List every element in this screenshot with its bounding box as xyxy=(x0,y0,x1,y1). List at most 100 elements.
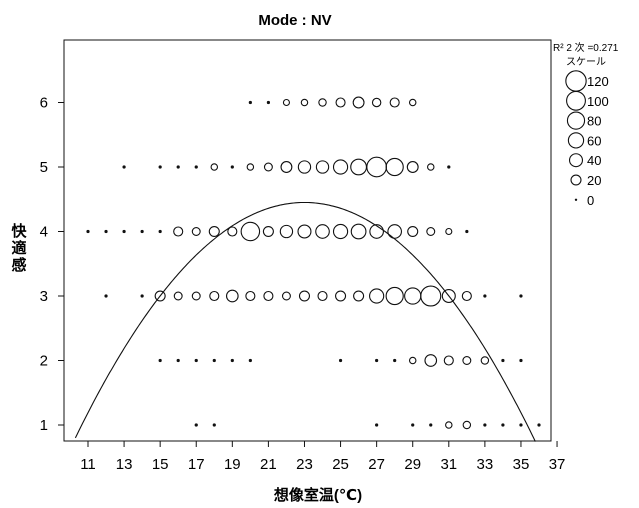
data-point xyxy=(445,227,453,236)
data-point xyxy=(230,358,234,363)
data-point xyxy=(519,423,523,427)
data-point xyxy=(426,227,436,236)
data-point xyxy=(537,423,541,427)
data-point xyxy=(369,224,384,239)
data-point xyxy=(420,285,442,307)
data-point xyxy=(404,287,422,305)
legend-header-fit: R² 2 次 =0.271 xyxy=(553,41,619,54)
x-tick-label: 33 xyxy=(477,456,494,473)
data-point xyxy=(315,160,330,174)
data-point xyxy=(483,423,487,427)
data-point xyxy=(300,98,309,107)
data-point xyxy=(194,165,198,169)
data-point xyxy=(335,97,346,108)
data-point xyxy=(387,224,403,239)
legend-label: 40 xyxy=(587,153,601,168)
y-tick-label: 5 xyxy=(40,159,48,176)
data-point xyxy=(429,423,433,427)
y-tick-label: 2 xyxy=(40,353,48,370)
y-tick-label: 3 xyxy=(40,288,48,305)
data-point xyxy=(104,229,108,234)
data-point xyxy=(191,291,201,301)
data-point xyxy=(462,356,472,365)
legend-symbol xyxy=(567,132,585,149)
data-point xyxy=(212,358,216,363)
data-point xyxy=(263,290,274,302)
legend-label: 120 xyxy=(587,74,609,89)
data-point xyxy=(262,225,274,238)
data-point xyxy=(375,358,379,363)
legend-label: 80 xyxy=(587,114,601,129)
x-axis-ticks: 11 13 15 17 19 21 23 25 27 29 31 33 35 37 xyxy=(80,441,565,473)
legend-symbol xyxy=(570,174,582,186)
data-point xyxy=(240,221,261,242)
data-point xyxy=(480,356,490,365)
data-point xyxy=(158,358,162,363)
data-point xyxy=(350,223,367,240)
data-point xyxy=(465,229,469,234)
data-point xyxy=(246,163,255,171)
data-point xyxy=(350,158,367,176)
data-point xyxy=(173,291,183,301)
y-axis-ticks: 1 2 3 4 5 6 xyxy=(40,95,64,434)
legend-label: 20 xyxy=(587,173,601,188)
data-point xyxy=(227,226,238,237)
x-tick-label: 35 xyxy=(513,456,530,473)
data-point xyxy=(176,358,180,363)
y-tick-label: 6 xyxy=(40,95,48,112)
data-point xyxy=(352,96,365,109)
data-point xyxy=(281,291,291,301)
x-tick-label: 29 xyxy=(404,456,421,473)
x-tick-label: 25 xyxy=(332,456,349,473)
data-point xyxy=(230,165,234,169)
data-point xyxy=(225,289,239,303)
data-point xyxy=(501,358,505,363)
data-point xyxy=(315,224,330,239)
chart-title: Mode : NV xyxy=(258,12,331,29)
data-point xyxy=(212,423,216,427)
data-point xyxy=(406,161,419,173)
x-tick-label: 37 xyxy=(549,456,566,473)
data-point xyxy=(332,159,349,175)
data-point xyxy=(154,290,166,302)
data-point xyxy=(282,98,290,107)
data-point xyxy=(298,290,311,302)
data-point xyxy=(519,358,523,363)
data-point xyxy=(248,100,252,105)
data-point xyxy=(385,286,404,306)
data-point xyxy=(263,162,273,172)
data-point xyxy=(389,97,400,108)
data-point xyxy=(248,358,252,363)
data-point xyxy=(519,294,523,298)
legend-label: 100 xyxy=(587,94,609,109)
data-point xyxy=(385,157,404,177)
data-point xyxy=(122,165,126,169)
data-point xyxy=(411,423,415,427)
data-point xyxy=(393,358,397,363)
legend-header-scale: スケール xyxy=(566,56,606,68)
data-point xyxy=(173,226,184,237)
data-point xyxy=(158,165,162,169)
data-point xyxy=(441,288,456,304)
fit-curve-layer xyxy=(74,201,536,442)
data-point xyxy=(407,225,419,238)
fit-curve xyxy=(74,201,536,442)
y-tick-label: 1 xyxy=(40,417,48,434)
data-point xyxy=(461,290,472,302)
data-point xyxy=(462,420,472,430)
data-point xyxy=(122,229,126,234)
data-point xyxy=(280,161,293,173)
legend-symbol xyxy=(565,70,587,92)
x-tick-label: 21 xyxy=(260,456,277,473)
x-tick-label: 19 xyxy=(224,456,241,473)
x-tick-label: 31 xyxy=(440,456,457,473)
data-point xyxy=(443,355,454,366)
data-point xyxy=(297,224,312,239)
data-point xyxy=(279,224,294,239)
data-point xyxy=(369,288,385,304)
data-point xyxy=(194,358,198,363)
data-point xyxy=(445,421,453,429)
data-point xyxy=(176,165,180,169)
data-point xyxy=(501,423,505,427)
x-tick-label: 13 xyxy=(116,456,133,473)
